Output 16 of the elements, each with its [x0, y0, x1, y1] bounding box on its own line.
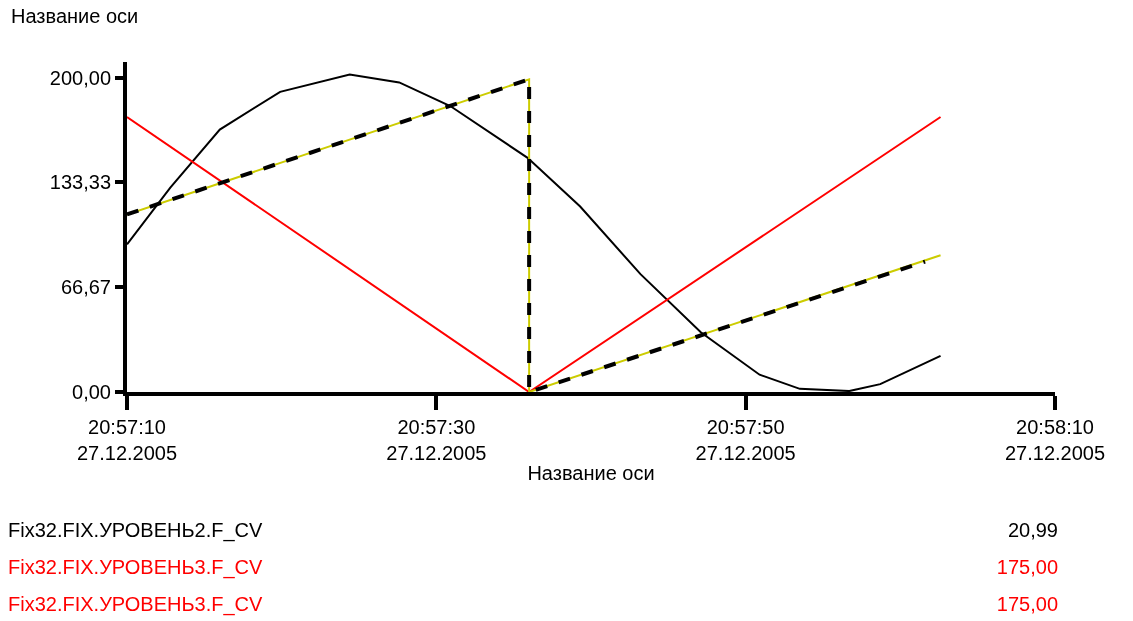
x-tick-label: 20:57:50 27.12.2005 [695, 416, 796, 464]
x-tick-label: 20:58:10 27.12.2005 [1004, 416, 1106, 464]
y-tick-label: 133,33 [49, 171, 111, 194]
y-tick-label: 200,00 [49, 66, 111, 89]
x-axis-title: Название оси [527, 462, 655, 484]
y-axis-title: Название оси [11, 5, 139, 27]
text: 175,00 [996, 556, 1058, 579]
y-tick-label: 66,67 [60, 276, 111, 299]
x-tick-label: 20:57:30 27.12.2005 [386, 416, 487, 464]
x-tick-label: 20:57:10 27.12.2005 [76, 416, 178, 464]
text: Fix32.FIX.УРОВЕНЬ3.F_CV [8, 556, 263, 579]
text: Fix32.FIX.УРОВЕНЬ3.F_CV [8, 593, 263, 616]
y-tick-label: 0,00 [72, 381, 111, 403]
text: 20,99 [1007, 519, 1058, 542]
text: 175,00 [996, 593, 1058, 616]
text: Fix32.FIX.УРОВЕНЬ2.F_CV [8, 519, 263, 542]
